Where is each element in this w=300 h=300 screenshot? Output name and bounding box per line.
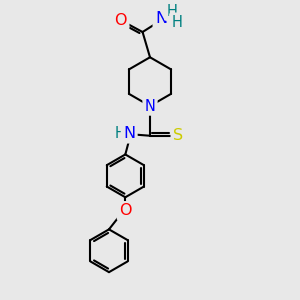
Text: N: N (123, 126, 135, 141)
Text: N: N (155, 11, 167, 26)
Text: H: H (115, 126, 126, 141)
Text: H: H (166, 4, 177, 19)
Text: S: S (173, 128, 183, 143)
Text: N: N (145, 98, 155, 113)
Text: H: H (171, 15, 182, 30)
Text: O: O (115, 13, 127, 28)
Text: O: O (119, 203, 132, 218)
